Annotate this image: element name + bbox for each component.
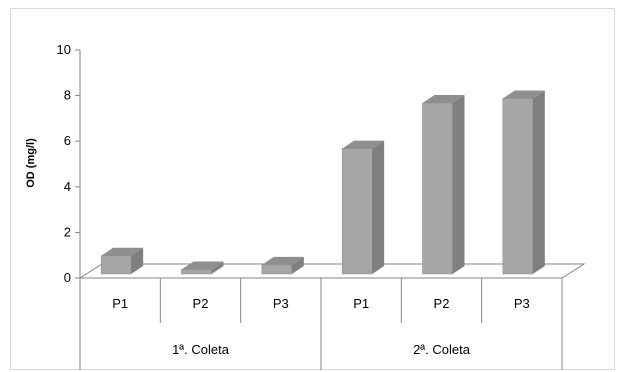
- labels: 0 2 4 6 8 10 P1 P2 P3 P1 P2 P3 1ª. Coleta 2ª. Coleta: [57, 42, 530, 357]
- y-tick-label: 6: [64, 133, 71, 148]
- bar-side: [291, 256, 304, 274]
- bar: [181, 261, 224, 275]
- bar-front: [341, 148, 373, 275]
- bar-front: [100, 255, 132, 275]
- axes: [75, 49, 563, 370]
- y-tick-label: 4: [64, 179, 71, 194]
- bar-side: [452, 95, 465, 274]
- bar-front: [422, 102, 453, 275]
- bar-front: [261, 264, 293, 275]
- bar: [341, 140, 385, 275]
- bar: [502, 90, 545, 275]
- bar-top: [342, 140, 385, 149]
- bar-side: [131, 247, 144, 274]
- y-tick-label: 8: [64, 88, 71, 103]
- category-label: P1: [353, 296, 369, 311]
- bar-side: [532, 90, 545, 274]
- bar-top: [101, 247, 144, 256]
- bar-top: [261, 256, 304, 265]
- bar-side: [372, 140, 385, 274]
- y-tick-label: 10: [57, 42, 71, 57]
- bar-front: [502, 98, 534, 275]
- group-label: 2ª. Coleta: [413, 342, 471, 357]
- bar-top: [502, 90, 545, 99]
- category-label: P2: [193, 296, 209, 311]
- category-label: P1: [112, 296, 128, 311]
- bar: [100, 247, 144, 275]
- bar-top: [422, 95, 465, 103]
- bar: [422, 95, 465, 275]
- bar: [261, 256, 304, 275]
- category-label: P2: [434, 296, 450, 311]
- bars: [100, 90, 545, 275]
- y-tick-label: 2: [64, 224, 71, 239]
- bar-top: [181, 261, 224, 270]
- y-tick-label: 0: [64, 270, 71, 285]
- category-label: P3: [514, 296, 530, 311]
- group-label: 1ª. Coleta: [172, 342, 230, 357]
- y-axis-label: OD (mg/l): [25, 138, 37, 188]
- bar-front: [181, 269, 212, 275]
- bar-side: [211, 261, 224, 274]
- category-label: P3: [273, 296, 289, 311]
